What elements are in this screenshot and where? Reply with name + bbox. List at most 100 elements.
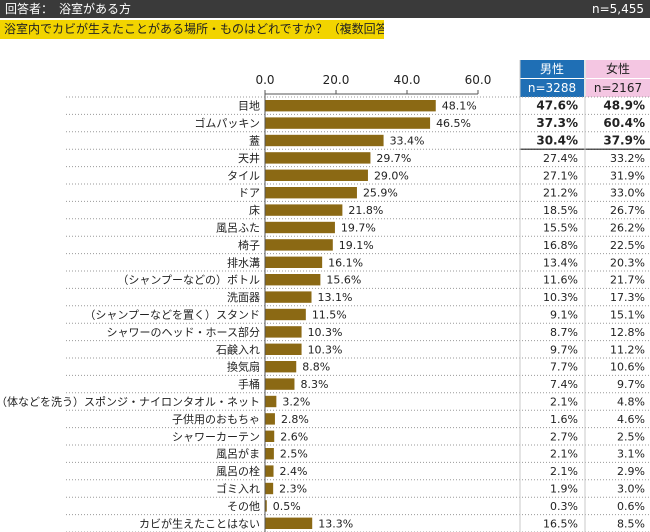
male-value: 2.1% xyxy=(550,465,578,478)
female-value: 2.9% xyxy=(617,465,645,478)
female-value: 3.0% xyxy=(617,483,645,496)
male-value: 11.6% xyxy=(543,274,578,287)
bar-value-label: 2.6% xyxy=(280,430,308,443)
female-n: n=2167 xyxy=(586,78,650,97)
category-label: 風呂の栓 xyxy=(216,464,260,478)
total-n: n=5,455 xyxy=(591,2,644,16)
female-value: 22.5% xyxy=(610,239,645,252)
bar-value-label: 48.1% xyxy=(442,100,477,113)
bar xyxy=(265,430,275,442)
bar-value-label: 2.4% xyxy=(280,465,308,478)
male-value: 37.3% xyxy=(536,116,578,130)
female-value: 48.9% xyxy=(603,99,645,113)
bar-value-label: 25.9% xyxy=(363,187,398,200)
category-label: 換気扇 xyxy=(227,360,260,374)
bar xyxy=(265,274,321,286)
female-value: 10.6% xyxy=(610,361,645,374)
bar-value-label: 19.7% xyxy=(341,222,376,235)
bar-value-label: 46.5% xyxy=(436,117,471,130)
category-label: ゴミ入れ xyxy=(216,482,260,496)
male-value: 7.4% xyxy=(550,378,578,391)
x-tick-label: 20.0 xyxy=(323,73,350,87)
male-value: 10.3% xyxy=(543,291,578,304)
bar-value-label: 15.6% xyxy=(326,274,361,287)
bar xyxy=(265,100,436,112)
male-value: 2.7% xyxy=(550,430,578,443)
category-label: カビが生えたことはない xyxy=(139,516,260,530)
category-label: 天井 xyxy=(238,151,260,165)
female-value: 0.6% xyxy=(617,500,645,513)
category-label: 石鹸入れ xyxy=(216,342,260,356)
bar xyxy=(265,134,384,147)
female-value: 31.9% xyxy=(610,169,645,182)
male-value: 2.1% xyxy=(550,448,578,461)
bar xyxy=(265,117,431,129)
male-value: 7.7% xyxy=(550,361,578,374)
bar-value-label: 10.3% xyxy=(308,343,343,356)
bar xyxy=(265,187,357,199)
bar xyxy=(265,361,297,373)
bar-value-label: 3.2% xyxy=(282,396,310,409)
respondent-label: 回答者： 浴室がある方 xyxy=(5,2,132,16)
bar-value-label: 8.8% xyxy=(302,361,330,374)
male-value: 21.2% xyxy=(543,187,578,200)
male-value: 18.5% xyxy=(543,204,578,217)
category-label: 椅子 xyxy=(238,238,260,252)
male-value: 15.5% xyxy=(543,222,578,235)
male-value: 47.6% xyxy=(536,99,578,113)
bar-value-label: 29.0% xyxy=(374,169,409,182)
category-label: シャワーカーテン xyxy=(172,430,260,443)
male-value: 0.3% xyxy=(550,500,578,513)
male-value: 16.5% xyxy=(543,517,578,530)
bar xyxy=(265,448,274,460)
category-label: （体などを洗う）スポンジ・ナイロンタオル・ネット xyxy=(0,395,260,409)
category-label: 蓋 xyxy=(249,135,260,148)
bar xyxy=(265,517,313,529)
bar xyxy=(265,239,333,251)
male-value: 13.4% xyxy=(543,256,578,269)
female-value: 8.5% xyxy=(617,517,645,530)
male-n: n=3288 xyxy=(520,78,584,97)
male-value: 8.7% xyxy=(550,326,578,339)
bar xyxy=(265,152,371,164)
female-value: 2.5% xyxy=(617,430,645,443)
category-label: ドア xyxy=(238,187,260,200)
bar xyxy=(265,343,302,355)
female-value: 26.2% xyxy=(610,222,645,235)
category-label: ゴムパッキン xyxy=(194,116,260,130)
female-value: 33.0% xyxy=(610,187,645,200)
category-label: 風呂がま xyxy=(216,447,260,461)
female-value: 15.1% xyxy=(610,309,645,322)
female-column-header: 女性 n=2167 xyxy=(586,60,650,97)
bar-value-label: 2.8% xyxy=(281,413,309,426)
category-label: 床 xyxy=(249,203,260,217)
question-banner: 浴室内でカビが生えたことがある場所・ものはどれですか？（複数回答） xyxy=(0,20,384,39)
bar xyxy=(265,169,368,181)
male-value: 2.1% xyxy=(550,396,578,409)
x-tick-label: 60.0 xyxy=(465,73,492,87)
female-value: 17.3% xyxy=(610,291,645,304)
bar xyxy=(265,291,312,303)
category-label: 目地 xyxy=(238,100,260,113)
bar xyxy=(265,465,274,477)
male-value: 16.8% xyxy=(543,239,578,252)
female-value: 33.2% xyxy=(610,152,645,165)
male-value: 30.4% xyxy=(536,134,578,148)
bar xyxy=(265,500,267,512)
x-tick-label: 0.0 xyxy=(255,73,274,87)
category-label: 子供用のおもちゃ xyxy=(172,412,260,426)
category-label: 排水溝 xyxy=(227,255,260,269)
bar xyxy=(265,395,277,408)
bar-value-label: 33.4% xyxy=(390,135,425,148)
bar-value-label: 10.3% xyxy=(308,326,343,339)
respondent-header: 回答者： 浴室がある方 n=5,455 xyxy=(0,0,650,18)
bar-value-label: 8.3% xyxy=(300,378,328,391)
category-label: その他 xyxy=(227,500,260,513)
x-tick-label: 40.0 xyxy=(394,73,421,87)
female-value: 20.3% xyxy=(610,256,645,269)
bar-value-label: 11.5% xyxy=(312,309,347,322)
bar-value-label: 13.3% xyxy=(318,517,353,530)
bar xyxy=(265,204,343,216)
category-label: （シャンプーなどを置く）スタンド xyxy=(84,309,260,322)
bar xyxy=(265,482,274,495)
